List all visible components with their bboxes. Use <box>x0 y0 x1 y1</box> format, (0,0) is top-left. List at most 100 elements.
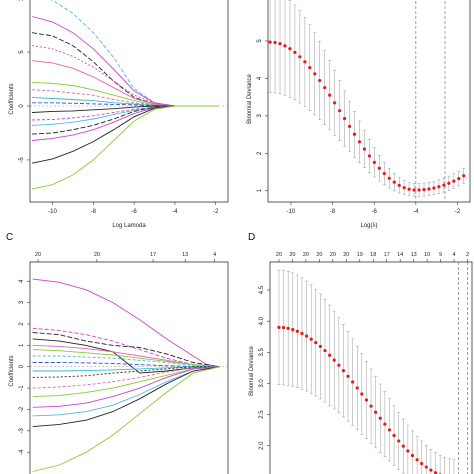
y-tick-label: -3 <box>19 428 25 434</box>
y-axis-title: Coefficients <box>9 355 15 386</box>
plot-frame <box>29 0 229 203</box>
coefficient-path-16 <box>31 105 218 190</box>
deviance-point <box>281 326 286 330</box>
panel-letter: D <box>248 232 255 243</box>
deviance-point <box>318 78 322 83</box>
deviance-point <box>412 188 416 192</box>
x-tick-label: -4 <box>413 209 419 215</box>
deviance-point <box>362 147 367 151</box>
x-tick-label: -6 <box>372 209 378 215</box>
y-tick-label: -1 <box>19 385 25 391</box>
y-tick-label: 3 <box>257 114 263 118</box>
deviance-point <box>286 326 290 330</box>
top-tick-label: 20 <box>316 252 322 258</box>
deviance-point <box>323 86 327 90</box>
y-axis-title: Coefficients <box>9 83 15 114</box>
plot-frame <box>267 0 471 203</box>
deviance-point <box>323 349 327 353</box>
deviance-point <box>378 416 382 420</box>
deviance-point <box>387 176 391 180</box>
coefficient-path-6 <box>32 349 221 368</box>
deviance-point <box>298 55 302 59</box>
panel-2: -10 -8 -6 -4 -2 1 2 3 4 5 Log(λ) Binomial Deviance <box>247 0 471 229</box>
y-tick-label: 3.5 <box>259 347 265 356</box>
top-tick-label: 20 <box>289 252 295 258</box>
top-tick-label: 10 <box>424 252 430 258</box>
deviance-point <box>318 344 323 349</box>
x-tick-label: -8 <box>91 209 97 215</box>
x-tick-label: -10 <box>48 209 57 215</box>
y-tick-label: 2 <box>19 322 25 326</box>
deviance-point <box>462 174 466 178</box>
deviance-point <box>382 171 386 176</box>
coefficient-path-4 <box>31 45 218 107</box>
deviance-point <box>341 369 346 373</box>
coefficient-path-4 <box>32 338 221 374</box>
deviance-point <box>273 40 277 45</box>
deviance-point <box>429 468 433 472</box>
top-tick-label: 14 <box>397 252 403 258</box>
coefficient-path-15 <box>32 366 221 428</box>
deviance-point <box>337 363 341 367</box>
plot-area <box>30 278 228 472</box>
deviance-point <box>291 327 295 332</box>
x-tick-label: -2 <box>455 209 461 215</box>
top-tick-label: 20 <box>330 252 336 258</box>
x-tick-label: -10 <box>287 209 296 215</box>
panel-1: -10 -8 -6 -4 -2 10 5 0 -5 Log Lamoda Coefficients <box>9 0 229 229</box>
deviance-point <box>277 325 281 329</box>
x-tick-label: -2 <box>213 209 219 215</box>
deviance-point <box>308 65 312 70</box>
coefficient-path-7 <box>32 355 221 368</box>
top-tick-label: 13 <box>411 252 417 258</box>
deviance-point <box>422 188 426 192</box>
coefficient-path-2 <box>32 327 221 368</box>
deviance-point <box>313 72 317 76</box>
deviance-point <box>328 353 332 357</box>
top-tick-label: 20 <box>276 252 282 258</box>
deviance-point <box>347 124 352 129</box>
deviance-point <box>338 109 342 113</box>
deviance-point <box>372 160 376 164</box>
deviance-point <box>452 179 456 183</box>
deviance-point <box>397 439 401 443</box>
x-tick-label: -6 <box>131 209 137 215</box>
plot-area <box>268 0 466 202</box>
coefficient-path-10 <box>32 366 220 378</box>
panel-4: D2.02.53.03.54.04.520 20 20 20 20 20 19 18 17 14 1… <box>248 232 473 474</box>
deviance-point <box>415 458 419 462</box>
y-tick-label: 2.0 <box>259 441 265 450</box>
deviance-point <box>424 465 428 469</box>
top-tick-label: 20 <box>343 252 349 258</box>
deviance-point <box>314 340 318 345</box>
y-tick-label: 0 <box>19 104 25 108</box>
deviance-point <box>407 187 411 191</box>
deviance-point <box>278 42 282 46</box>
deviance-point <box>383 422 387 426</box>
coefficient-path-1 <box>50 0 218 107</box>
coefficient-path-16 <box>32 366 221 472</box>
coefficient-path-2 <box>31 16 218 107</box>
deviance-point <box>402 186 406 190</box>
y-tick-label: 4.0 <box>259 316 265 325</box>
plot-area <box>277 262 468 474</box>
top-tick-label: 2 <box>466 252 469 258</box>
deviance-point <box>401 444 405 448</box>
y-tick-label: -4 <box>19 449 25 455</box>
deviance-point <box>427 187 431 191</box>
plot-frame <box>269 261 473 474</box>
coefficient-path-1 <box>32 278 221 368</box>
top-tick-label: 4 <box>213 252 216 258</box>
y-tick-label: 0 <box>19 364 25 368</box>
coefficient-path-9 <box>32 102 218 107</box>
deviance-point <box>442 183 446 187</box>
deviance-point <box>392 433 396 438</box>
deviance-point <box>374 410 378 414</box>
deviance-point <box>303 60 307 64</box>
deviance-point <box>309 337 313 341</box>
top-tick-label: 18 <box>370 252 376 258</box>
y-axis-title: Binomial Deviance <box>247 73 253 123</box>
y-tick-label: 4 <box>19 279 25 283</box>
plot-area <box>30 0 228 190</box>
deviance-point <box>293 50 297 55</box>
